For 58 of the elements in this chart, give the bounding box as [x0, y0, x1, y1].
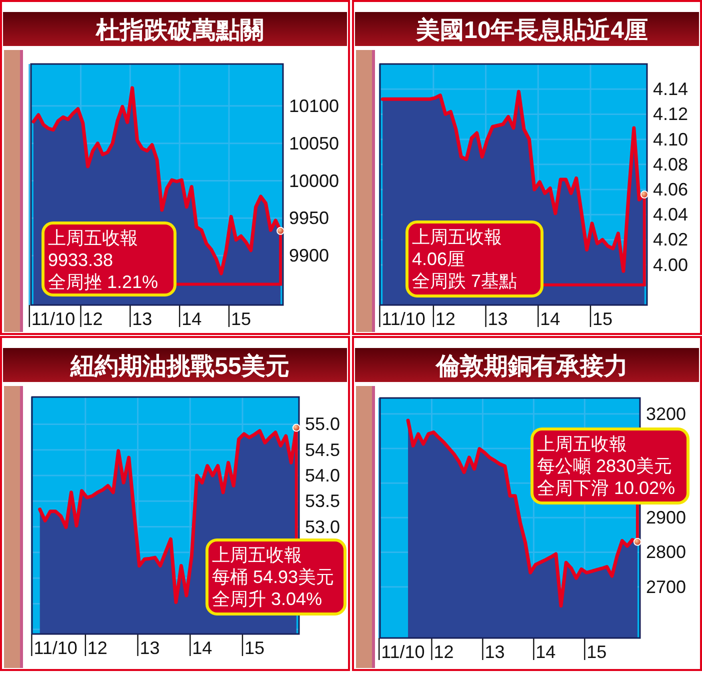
x-tick-label: 14 — [192, 638, 212, 658]
annotation: 全周跌 7基點 — [412, 271, 518, 291]
annotation: 9933.38 — [48, 250, 114, 270]
y-tick-label: 55.0 — [305, 414, 340, 434]
y-tick-label: 3200 — [646, 404, 686, 424]
y-tick-label: 2800 — [646, 542, 686, 562]
y-tick-label: 2700 — [646, 576, 686, 597]
x-tick-label: 15 — [244, 638, 265, 658]
x-tick-label: 11/10 — [382, 309, 426, 329]
x-tick-label: 14 — [540, 309, 560, 329]
annotation: 全周升 3.04% — [212, 589, 322, 609]
x-tick-label: 15 — [592, 309, 613, 329]
x-tick-label: 13 — [484, 642, 505, 662]
annotation: 上周五收報 — [412, 227, 502, 247]
x-tick-label: 12 — [435, 309, 456, 329]
annotation: 每桶 54.93美元 — [212, 567, 334, 587]
y-tick-label: 9900 — [289, 246, 330, 266]
chart-title: 倫敦期銅有承接力 — [435, 353, 628, 380]
x-tick-label: 11/10 — [34, 638, 78, 658]
y-tick-label: 9950 — [289, 208, 330, 228]
chart-title: 紐約期油挑戰55美元 — [70, 352, 290, 380]
y-tick-label: 10050 — [289, 133, 340, 154]
y-tick-label: 53.0 — [305, 516, 340, 537]
y-tick-label: 10000 — [289, 170, 340, 191]
y-tick-label: 4.04 — [653, 204, 688, 225]
y-tick-label: 4.06 — [653, 180, 688, 200]
y-tick-label: 4.12 — [653, 104, 688, 124]
annotation: 每公噸 2830美元 — [537, 456, 672, 476]
x-tick-label: 13 — [140, 638, 160, 658]
x-tick-label: 12 — [87, 638, 108, 658]
annotation: 全周下滑 10.02% — [537, 478, 676, 498]
y-tick-label: 4.00 — [653, 254, 688, 275]
y-tick-label: 4.14 — [653, 79, 688, 100]
y-tick-label: 4.02 — [653, 230, 688, 250]
chart-title: 杜指跌破萬點關 — [95, 17, 264, 44]
annotation: 全周挫 1.21% — [48, 272, 158, 292]
y-tick-label: 54.5 — [305, 440, 340, 460]
y-tick-label: 4.10 — [653, 129, 688, 150]
x-tick-label: 14 — [182, 309, 202, 329]
annotation: 4.06厘 — [412, 249, 466, 269]
x-tick-label: 15 — [586, 642, 607, 662]
annotation: 上周五收報 — [537, 434, 627, 454]
x-tick-label: 12 — [82, 309, 103, 329]
x-tick-label: 11/10 — [381, 642, 425, 662]
annotation: 上周五收報 — [212, 545, 302, 565]
x-tick-label: 11/10 — [31, 309, 76, 329]
y-tick-label: 53.5 — [305, 491, 340, 512]
x-tick-label: 14 — [536, 642, 556, 662]
x-tick-label: 12 — [434, 642, 454, 662]
x-tick-label: 13 — [488, 309, 508, 329]
y-tick-label: 54.0 — [305, 465, 340, 486]
chart-title: 美國10年長息貼近4厘 — [414, 16, 648, 44]
x-tick-label: 13 — [132, 309, 152, 329]
y-tick-label: 10100 — [289, 96, 340, 116]
y-tick-label: 4.08 — [653, 154, 688, 174]
y-tick-label: 2900 — [646, 508, 686, 528]
annotation: 上周五收報 — [48, 228, 138, 248]
x-tick-label: 15 — [230, 309, 252, 329]
